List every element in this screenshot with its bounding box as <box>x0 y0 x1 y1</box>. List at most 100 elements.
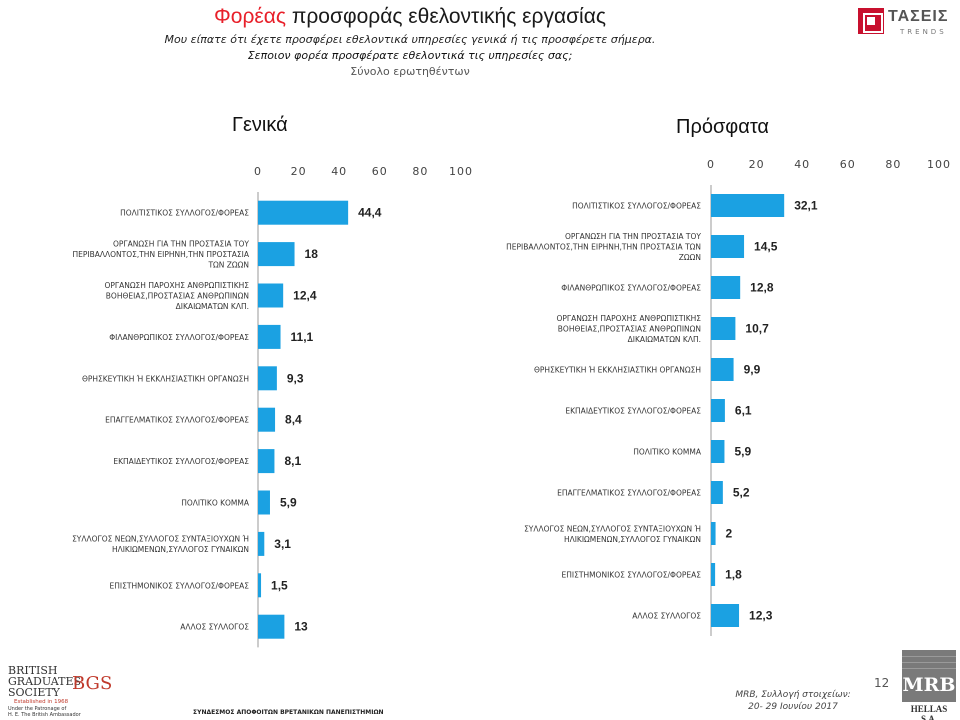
bar <box>258 573 262 598</box>
x-tick-label: 80 <box>885 158 901 171</box>
x-tick-label: 60 <box>372 165 388 178</box>
bar <box>711 563 716 586</box>
bar <box>711 276 741 299</box>
page-title-rest: προσφοράς εθελοντικής εργασίας <box>291 5 606 28</box>
mrb-logo-box: MRB <box>902 650 956 702</box>
footer-association: ΣΥΝΔΕΣΜΟΣ ΑΠΟΦΟΙΤΩΝ ΒΡΕΤΑΝΙΚΩΝ ΠΑΝΕΠΙΣΤΗ… <box>193 709 384 716</box>
category-label: ΠΟΛΙΤΙΣΤΙΚΟΣ ΣΥΛΛΟΓΟΣ/ΦΟΡΕΑΣ <box>572 202 701 211</box>
data-label: 32,1 <box>794 199 818 213</box>
source-line-2: 20- 29 Ιουνίου 2017 <box>748 702 838 712</box>
page-number: 12 <box>874 676 890 690</box>
bar <box>258 366 277 391</box>
bgs-patron-line-1: Under the Patronage of <box>8 706 67 712</box>
data-label: 12,8 <box>750 281 774 295</box>
chart-title-right: Πρόσφατα <box>676 116 769 138</box>
chart-title-left: Γενικά <box>232 114 288 136</box>
data-label: 8,1 <box>284 454 301 468</box>
x-tick-label: 20 <box>291 165 307 178</box>
category-label: ΠΟΛΙΤΙΚΟ ΚΟΜΜΑ <box>181 499 250 508</box>
header: Φορέας προσφοράς εθελοντικής εργασίας Μο… <box>130 4 690 80</box>
subtitle-followup: Σεποιον φορέα προσφέρατε εθελοντικά τις … <box>247 49 573 62</box>
bar <box>258 324 281 349</box>
bar <box>258 283 284 308</box>
data-label: 12,4 <box>293 289 317 303</box>
category-label: ΠΟΛΙΤΙΚΟ ΚΟΜΜΑ <box>633 448 702 457</box>
data-label: 44,4 <box>358 206 382 220</box>
x-tick-label: 60 <box>840 158 856 171</box>
bar <box>258 242 295 267</box>
category-label: ΟΡΓΑΝΩΣΗ ΠΑΡΟΧΗΣ ΑΝΘΡΩΠΙΣΤΙΚΗΣ ΒΟΗΘΕΙΑΣ,Π… <box>556 314 701 344</box>
data-label: 14,5 <box>754 240 778 254</box>
x-tick-label: 40 <box>331 165 347 178</box>
bgs-patron-line-2: H. E. The British Ambassador <box>8 712 81 718</box>
source-note: MRB, Συλλογή στοιχείων: 20- 29 Ιουνίου 2… <box>735 689 851 713</box>
bgs-logo-name: BRITISH GRADUATES SOCIETY <box>8 664 82 699</box>
category-label: ΑΛΛΟΣ ΣΥΛΛΟΓΟΣ <box>632 612 701 621</box>
data-label: 5,9 <box>734 445 751 459</box>
data-label: 12,3 <box>749 609 773 623</box>
bgs-logo-monogram: BGS <box>72 673 113 694</box>
bar <box>711 235 745 258</box>
bar <box>711 399 725 422</box>
category-label: ΦΙΛΑΝΘΡΩΠΙΚΟΣ ΣΥΛΛΟΓΟΣ/ΦΟΡΕΑΣ <box>109 333 249 342</box>
data-label: 6,1 <box>735 404 752 418</box>
bar <box>711 522 716 545</box>
category-label: ΣΥΛΛΟΓΟΣ ΝΕΩΝ,ΣΥΛΛΟΓΟΣ ΣΥΝΤΑΞΙΟΥΧΩΝ Ή ΗΛΙ… <box>72 535 249 555</box>
category-label: ΟΡΓΑΝΩΣΗ ΠΑΡΟΧΗΣ ΑΝΘΡΩΠΙΣΤΙΚΗΣ ΒΟΗΘΕΙΑΣ,Π… <box>104 281 249 311</box>
x-tick-label: 80 <box>412 165 428 178</box>
bar <box>711 358 734 381</box>
category-label: ΘΡΗΣΚΕΥΤΙΚΗ Ή ΕΚΚΛΗΣΙΑΣΤΙΚΗ ΟΡΓΑΝΩΣΗ <box>82 374 249 383</box>
bgs-established: Established in 1968 <box>14 699 69 705</box>
category-label: ΕΚΠΑΙΔΕΥΤΙΚΟΣ ΣΥΛΛΟΓΟΣ/ΦΟΡΕΑΣ <box>565 407 701 416</box>
x-tick-label: 100 <box>927 158 951 171</box>
mrb-logo: MRB HELLAS S.A. <box>902 650 956 720</box>
data-label: 18 <box>305 247 319 261</box>
subtitle-base: Σύνολο ερωτηθέντων <box>350 65 470 78</box>
x-tick-label: 40 <box>794 158 810 171</box>
x-tick-label: 0 <box>254 165 262 178</box>
data-label: 1,5 <box>271 578 288 592</box>
x-tick-label: 20 <box>749 158 765 171</box>
data-label: 5,9 <box>280 496 297 510</box>
tases-logo-name: ΤΑΣΕΙΣ <box>888 8 949 25</box>
bar <box>258 407 276 432</box>
data-label: 8,4 <box>285 413 302 427</box>
bar <box>258 490 270 515</box>
data-label: 1,8 <box>725 568 742 582</box>
mrb-logo-sub: HELLAS S.A. <box>910 704 948 720</box>
bar <box>258 200 349 225</box>
bar <box>711 604 740 627</box>
category-label: ΟΡΓΑΝΩΣΗ ΓΙΑ ΤΗΝ ΠΡΟΣΤΑΣΙΑ ΤΟΥ ΠΕΡΙΒΑΛΛΟΝ… <box>72 240 249 270</box>
data-label: 9,3 <box>287 371 304 385</box>
bgs-logo: BRITISH GRADUATES SOCIETY BGS Establishe… <box>6 664 112 718</box>
data-label: 10,7 <box>745 322 769 336</box>
mrb-logo-text: MRB <box>902 674 956 696</box>
data-label: 5,2 <box>733 486 750 500</box>
data-label: 3,1 <box>274 537 291 551</box>
category-label: ΕΚΠΑΙΔΕΥΤΙΚΟΣ ΣΥΛΛΟΓΟΣ/ΦΟΡΕΑΣ <box>113 457 249 466</box>
page-title: Φορέας προσφοράς εθελοντικής εργασίας <box>130 4 690 30</box>
bar <box>258 531 265 556</box>
category-label: ΕΠΙΣΤΗΜΟΝΙΚΟΣ ΣΥΛΛΟΓΟΣ/ΦΟΡΕΑΣ <box>110 581 250 590</box>
bar <box>711 481 723 504</box>
category-label: ΣΥΛΛΟΓΟΣ ΝΕΩΝ,ΣΥΛΛΟΓΟΣ ΣΥΝΤΑΞΙΟΥΧΩΝ Ή ΗΛΙ… <box>524 524 701 544</box>
subtitle-question: Μου είπατε ότι έχετε προσφέρει εθελοντικ… <box>164 33 656 46</box>
bar <box>258 449 275 474</box>
category-label: ΦΙΛΑΝΘΡΩΠΙΚΟΣ ΣΥΛΛΟΓΟΣ/ΦΟΡΕΑΣ <box>561 284 701 293</box>
tases-mark-icon <box>858 8 884 34</box>
data-label: 2 <box>726 527 733 541</box>
bar <box>711 440 725 463</box>
category-label: ΕΠΑΓΓΕΛΜΑΤΙΚΟΣ ΣΥΛΛΟΓΟΣ/ΦΟΡΕΑΣ <box>557 489 701 498</box>
bar <box>711 194 785 217</box>
page-title-accent: Φορέας <box>214 5 287 28</box>
source-line-1: MRB, Συλλογή στοιχείων: <box>735 690 851 700</box>
x-tick-label: 0 <box>707 158 715 171</box>
bar <box>258 614 285 639</box>
category-label: ΕΠΙΣΤΗΜΟΝΙΚΟΣ ΣΥΛΛΟΓΟΣ/ΦΟΡΕΑΣ <box>562 571 702 580</box>
data-label: 9,9 <box>744 363 761 377</box>
data-label: 13 <box>294 620 308 634</box>
x-tick-label: 100 <box>449 165 473 178</box>
category-label: ΟΡΓΑΝΩΣΗ ΓΙΑ ΤΗΝ ΠΡΟΣΤΑΣΙΑ ΤΟΥ ΠΕΡΙΒΑΛΛΟΝ… <box>506 232 701 262</box>
